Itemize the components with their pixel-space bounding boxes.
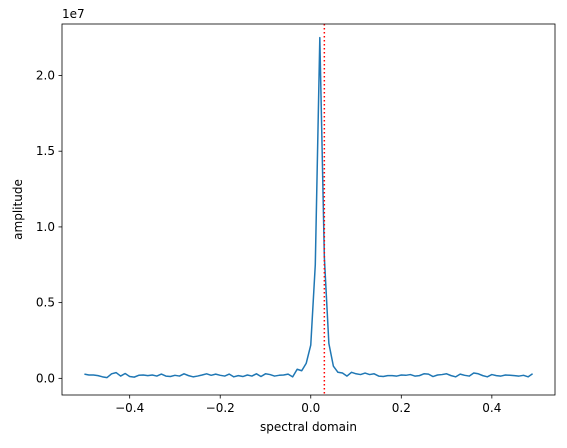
plot-frame — [61, 23, 556, 396]
y-scale-label: 1e7 — [62, 7, 85, 21]
plot-area — [61, 23, 556, 396]
x-axis: −0.4 −0.2 0.0 0.2 0.4 — [115, 395, 501, 415]
y-tick-label: 2.0 — [36, 68, 55, 82]
y-tick-label: 1.5 — [36, 144, 55, 158]
y-axis: 0.0 0.5 1.0 1.5 2.0 — [36, 68, 62, 385]
x-tick-label: 0.4 — [482, 401, 501, 415]
y-tick-label: 1.0 — [36, 220, 55, 234]
y-tick-label: 0.5 — [36, 296, 55, 310]
x-tick-label: 0.0 — [301, 401, 320, 415]
series-line-0 — [84, 36, 534, 379]
x-tick-label: −0.2 — [206, 401, 235, 415]
x-axis-label: spectral domain — [260, 420, 357, 434]
x-tick-label: −0.4 — [115, 401, 144, 415]
x-tick-label: 0.2 — [392, 401, 411, 415]
y-axis-label: amplitude — [11, 179, 25, 240]
y-tick-label: 0.0 — [36, 371, 55, 385]
